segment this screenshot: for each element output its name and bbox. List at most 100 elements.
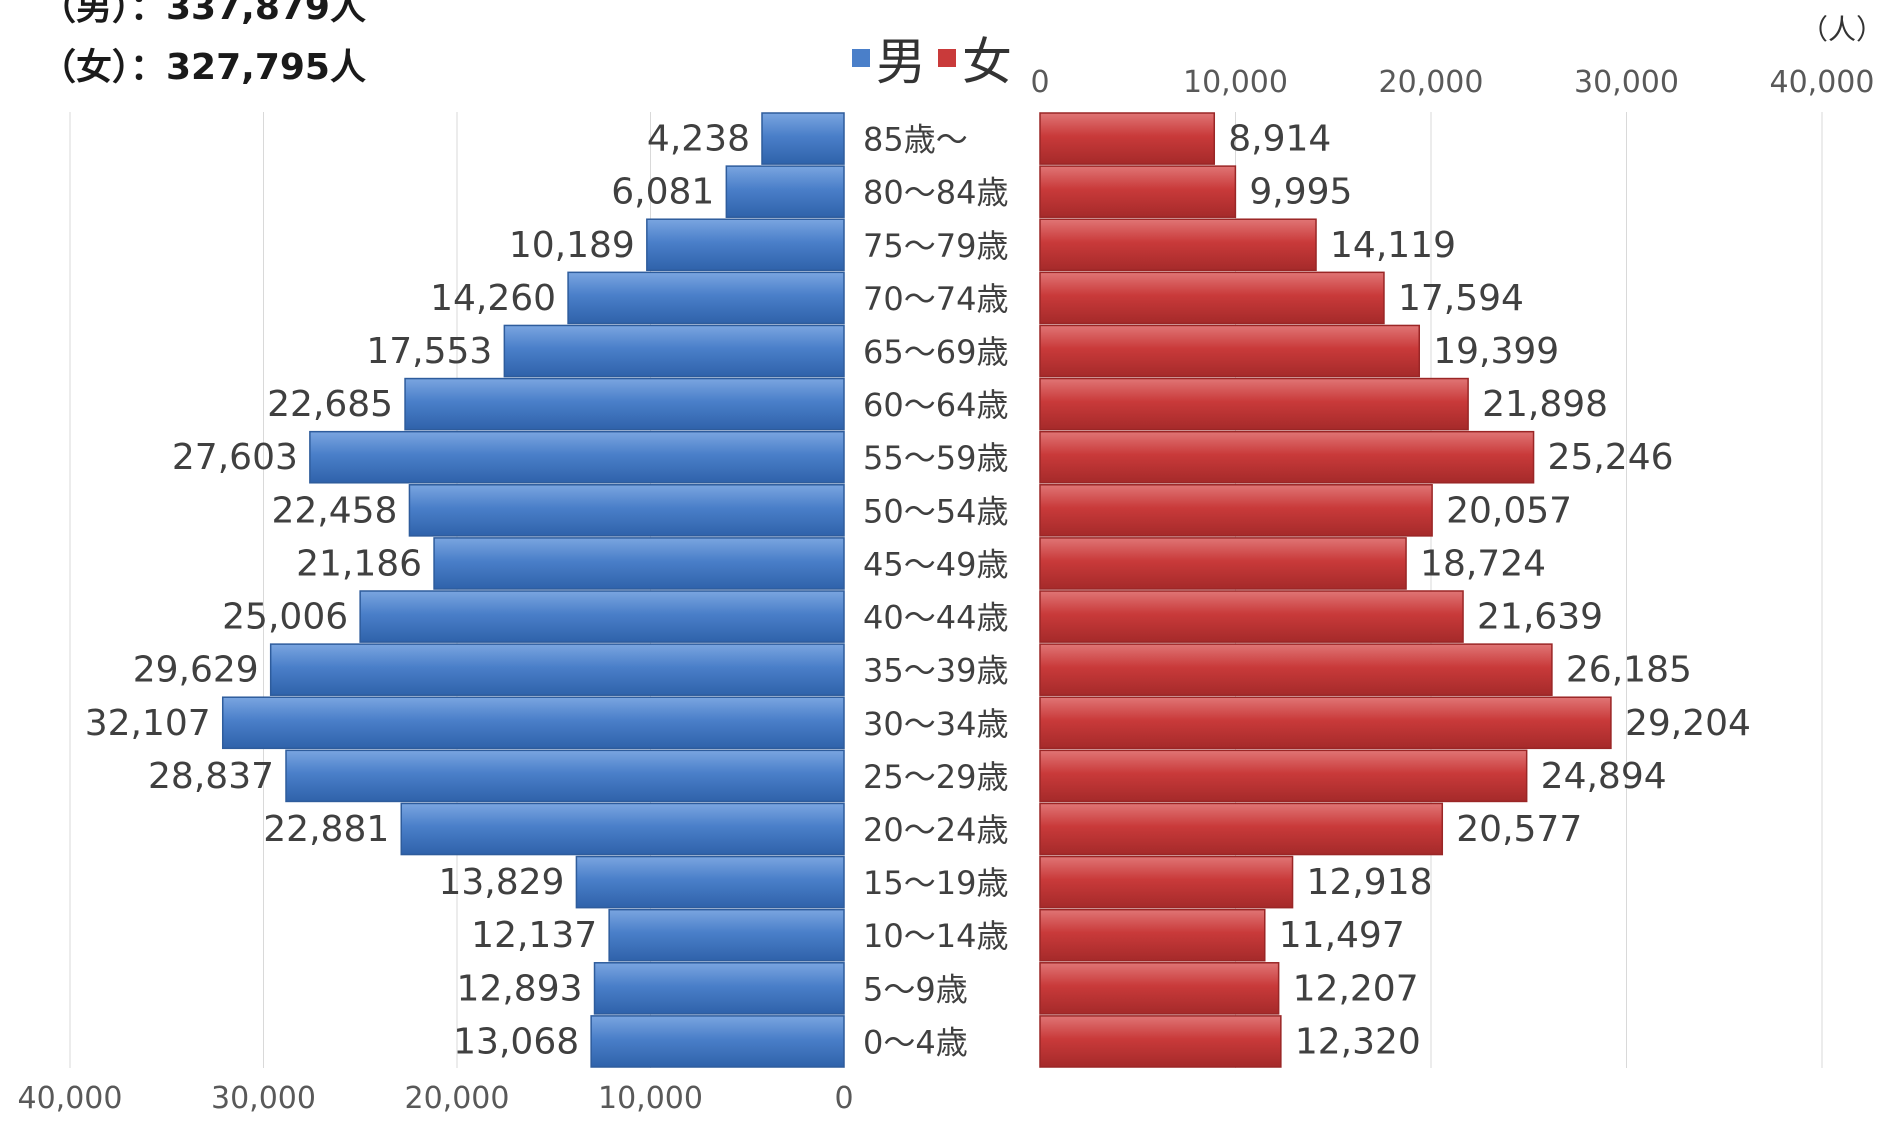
age-group-label: 5～9歳 [863, 970, 968, 1008]
female-bar [1039, 271, 1385, 325]
female-value-label: 12,918 [1307, 862, 1433, 903]
male-value-label: 22,458 [271, 490, 397, 531]
female-value-label: 18,724 [1420, 543, 1546, 584]
age-group-label: 85歳～ [863, 121, 968, 159]
male-value-label: 27,603 [172, 437, 298, 478]
legend-male-label: 男 [876, 33, 926, 91]
male-value-label: 32,107 [85, 703, 211, 744]
unit-label: （人） [1800, 13, 1883, 46]
male-value-label: 21,186 [296, 543, 422, 584]
age-group-label: 60～64歳 [863, 386, 1008, 424]
female-bar [1039, 537, 1407, 590]
male-value-label: 17,553 [366, 331, 492, 372]
labels: 40,000 30,000 20,000 10,000 0 0 10,000 20,000 30… [18, 65, 1875, 1116]
female-total: （女）：327,795人 [40, 47, 366, 88]
female-bar [1039, 1015, 1282, 1068]
legend: 男 女 [852, 22, 1024, 94]
female-bar [1039, 908, 1266, 962]
male-bar [503, 324, 845, 378]
age-group-label: 75～79歳 [863, 227, 1008, 265]
male-value-label: 25,006 [222, 597, 348, 638]
legend-female: 女 [938, 22, 1012, 94]
male-bar [408, 484, 845, 537]
male-value-label: 13,829 [438, 862, 564, 903]
legend-male: 男 [852, 22, 926, 94]
female-bar [1039, 377, 1469, 431]
age-group-label: 45～49歳 [863, 545, 1008, 583]
male-bar [269, 643, 845, 696]
male-bar [761, 112, 845, 165]
female-bar [1039, 855, 1294, 909]
female-bar [1039, 590, 1464, 643]
male-value-label: 10,189 [509, 225, 635, 266]
female-bar [1039, 324, 1421, 378]
female-value-label: 12,207 [1293, 968, 1419, 1009]
bars [221, 112, 1612, 1068]
female-axis-tick: 10,000 [1183, 65, 1288, 100]
female-value-label: 19,399 [1433, 331, 1559, 372]
female-value-label: 9,995 [1249, 172, 1352, 213]
female-value-label: 12,320 [1295, 1021, 1421, 1062]
female-bar [1039, 484, 1433, 537]
male-value-label: 22,881 [263, 809, 389, 850]
female-value-label: 21,639 [1477, 597, 1603, 638]
male-bar [221, 696, 845, 750]
male-axis-tick: 10,000 [598, 1081, 703, 1116]
age-group-label: 70～74歳 [863, 280, 1008, 318]
age-group-label: 40～44歳 [863, 599, 1008, 637]
male-bar [593, 962, 845, 1015]
female-value-label: 20,577 [1456, 809, 1582, 850]
legend-female-label: 女 [962, 33, 1012, 91]
age-group-label: 35～39歳 [863, 652, 1008, 690]
age-group-label: 50～54歳 [863, 492, 1008, 530]
age-group-label: 30～34歳 [863, 705, 1008, 743]
female-bar [1039, 696, 1612, 750]
female-value-label: 21,898 [1482, 384, 1608, 425]
male-bar [567, 271, 845, 325]
male-value-label: 13,068 [453, 1021, 579, 1062]
female-bar [1039, 430, 1535, 484]
age-group-label: 80～84歳 [863, 174, 1008, 212]
male-value-label: 28,837 [148, 756, 274, 797]
female-bar [1039, 218, 1317, 272]
female-value-label: 25,246 [1548, 437, 1674, 478]
male-bar [285, 749, 845, 803]
female-value-label: 24,894 [1541, 756, 1667, 797]
female-axis-tick: 20,000 [1379, 65, 1484, 100]
male-bar [575, 855, 845, 909]
male-bar [404, 377, 845, 431]
male-bar [359, 590, 845, 643]
age-group-label: 10～14歳 [863, 917, 1008, 955]
female-bar [1039, 165, 1237, 218]
male-value-label: 12,893 [457, 968, 583, 1009]
male-bar [400, 802, 845, 856]
male-total: （男）：337,879人 [40, 0, 366, 28]
male-axis-tick: 0 [834, 1081, 853, 1116]
age-group-label: 55～59歳 [863, 439, 1008, 477]
male-value-label: 22,685 [267, 384, 393, 425]
male-bar [608, 908, 845, 962]
female-value-label: 29,204 [1625, 703, 1751, 744]
female-value-label: 17,594 [1398, 278, 1524, 319]
female-bar [1039, 749, 1528, 803]
female-value-label: 8,914 [1228, 119, 1331, 160]
female-value-label: 14,119 [1330, 225, 1456, 266]
female-bar [1039, 112, 1216, 165]
male-axis-tick: 30,000 [211, 1081, 316, 1116]
male-value-label: 12,137 [471, 915, 597, 956]
male-value-label: 14,260 [430, 278, 556, 319]
male-bar [433, 537, 845, 590]
female-value-label: 20,057 [1446, 490, 1572, 531]
age-group-label: 65～69歳 [863, 333, 1008, 371]
grid [69, 112, 1823, 1068]
male-bar [309, 430, 845, 484]
female-bar [1039, 643, 1553, 696]
female-value-label: 26,185 [1566, 650, 1692, 691]
age-group-label: 25～29歳 [863, 758, 1008, 796]
age-group-label: 20～24歳 [863, 811, 1008, 849]
male-bar [725, 165, 845, 218]
age-group-label: 0～4歳 [863, 1023, 968, 1061]
female-axis-tick: 0 [1030, 65, 1049, 100]
female-axis-tick: 40,000 [1770, 65, 1875, 100]
